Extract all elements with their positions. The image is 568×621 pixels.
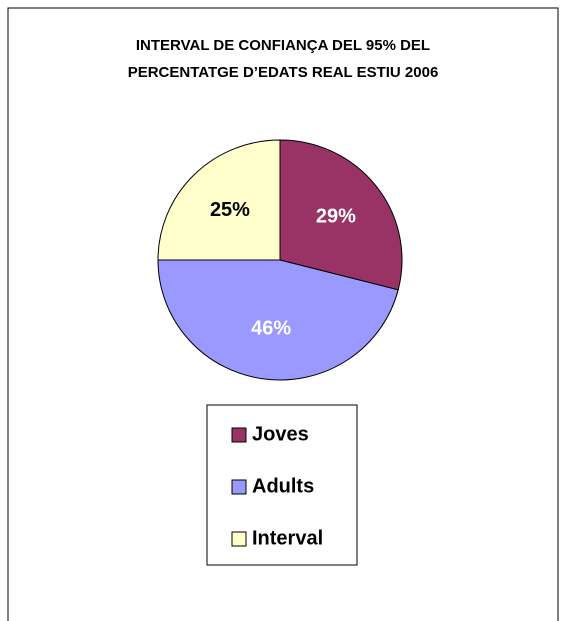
legend-label: Adults xyxy=(252,475,314,497)
chart-title: INTERVAL DE CONFIANÇA DEL 95% DEL xyxy=(136,37,430,54)
pie-slice xyxy=(157,259,399,381)
legend-swatch xyxy=(231,479,247,495)
data-label: 46% xyxy=(251,317,291,339)
legend-label: Interval xyxy=(252,527,323,549)
legend-swatch xyxy=(231,531,247,547)
pie-slice xyxy=(157,139,281,261)
legend-swatch xyxy=(231,427,247,443)
chart-title: PERCENTATGE D’EDATS REAL ESTIU 2006 xyxy=(128,64,439,81)
legend-label: Joves xyxy=(252,423,309,445)
data-label: 25% xyxy=(210,199,250,221)
pie-slice xyxy=(279,139,403,291)
chart-border xyxy=(7,7,559,621)
data-label: 29% xyxy=(316,206,356,228)
